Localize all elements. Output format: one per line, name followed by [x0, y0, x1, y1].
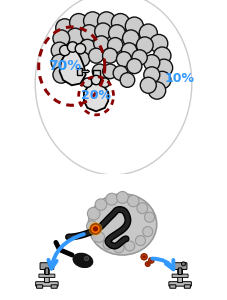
Circle shape [149, 258, 154, 263]
Circle shape [81, 25, 97, 41]
Circle shape [111, 14, 130, 32]
Circle shape [123, 30, 139, 46]
Circle shape [142, 255, 146, 259]
Circle shape [51, 54, 68, 71]
Circle shape [48, 262, 52, 266]
Circle shape [84, 12, 102, 30]
Circle shape [121, 43, 137, 58]
Circle shape [145, 262, 150, 266]
Circle shape [113, 66, 128, 80]
Circle shape [181, 262, 185, 266]
Circle shape [144, 212, 155, 222]
Circle shape [95, 23, 111, 40]
Circle shape [116, 52, 131, 67]
Circle shape [136, 236, 146, 246]
Circle shape [125, 17, 143, 35]
Circle shape [70, 14, 88, 32]
Circle shape [83, 78, 92, 87]
Circle shape [97, 12, 116, 30]
FancyBboxPatch shape [36, 282, 58, 286]
Circle shape [94, 36, 109, 51]
Circle shape [92, 64, 107, 79]
Ellipse shape [73, 254, 93, 267]
FancyBboxPatch shape [45, 268, 49, 274]
Circle shape [120, 73, 135, 87]
FancyBboxPatch shape [170, 285, 176, 288]
Circle shape [144, 55, 160, 70]
Circle shape [103, 239, 113, 249]
FancyBboxPatch shape [178, 268, 182, 274]
Circle shape [53, 30, 70, 46]
Circle shape [91, 75, 101, 85]
Circle shape [150, 34, 168, 52]
Circle shape [136, 37, 153, 54]
Circle shape [127, 58, 142, 74]
Circle shape [103, 64, 117, 79]
Circle shape [108, 38, 123, 53]
Circle shape [93, 226, 98, 232]
Text: 20%: 20% [81, 89, 111, 102]
Circle shape [137, 203, 148, 214]
Circle shape [103, 48, 118, 63]
Circle shape [67, 28, 84, 45]
Ellipse shape [88, 194, 157, 255]
Circle shape [146, 263, 149, 265]
Circle shape [139, 24, 157, 42]
Circle shape [150, 259, 153, 262]
Circle shape [75, 52, 90, 67]
Circle shape [114, 243, 124, 253]
Circle shape [95, 199, 107, 210]
Circle shape [67, 42, 78, 52]
Circle shape [148, 82, 166, 99]
Circle shape [59, 45, 70, 56]
Polygon shape [84, 82, 108, 111]
FancyBboxPatch shape [184, 285, 190, 288]
Circle shape [140, 77, 156, 93]
Circle shape [53, 67, 70, 83]
FancyArrow shape [82, 70, 89, 73]
Circle shape [80, 39, 95, 55]
Circle shape [89, 48, 104, 63]
Circle shape [155, 59, 173, 76]
Polygon shape [59, 49, 86, 85]
FancyBboxPatch shape [37, 285, 43, 288]
Circle shape [128, 195, 139, 207]
Circle shape [75, 44, 86, 54]
FancyBboxPatch shape [44, 265, 49, 283]
FancyBboxPatch shape [51, 285, 57, 288]
Circle shape [132, 50, 147, 65]
FancyBboxPatch shape [173, 263, 187, 269]
Polygon shape [93, 70, 100, 76]
Circle shape [153, 71, 171, 89]
FancyBboxPatch shape [40, 263, 54, 269]
Circle shape [94, 232, 104, 242]
Circle shape [144, 67, 160, 83]
Circle shape [109, 25, 125, 41]
FancyBboxPatch shape [39, 274, 55, 278]
Circle shape [143, 226, 153, 237]
FancyBboxPatch shape [178, 265, 183, 283]
Circle shape [141, 254, 147, 260]
Circle shape [87, 207, 100, 220]
Circle shape [89, 222, 102, 236]
Circle shape [91, 224, 101, 234]
Circle shape [125, 241, 135, 251]
Circle shape [116, 191, 128, 203]
Circle shape [100, 78, 109, 87]
Circle shape [51, 42, 68, 59]
Circle shape [56, 19, 74, 37]
Circle shape [153, 47, 171, 64]
FancyBboxPatch shape [172, 274, 188, 278]
FancyBboxPatch shape [169, 282, 191, 286]
Circle shape [84, 256, 89, 261]
Polygon shape [77, 68, 82, 75]
Text: 10%: 10% [165, 72, 195, 85]
Circle shape [106, 193, 118, 205]
Circle shape [86, 221, 97, 232]
Text: 70%: 70% [48, 59, 81, 73]
